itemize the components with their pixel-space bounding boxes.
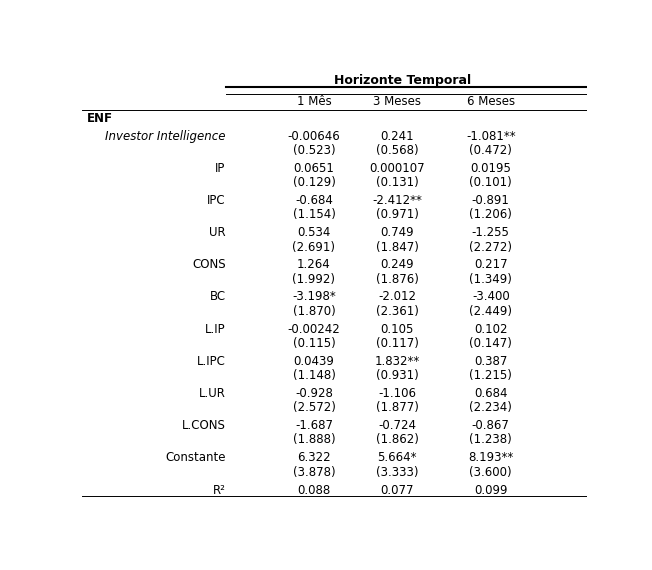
Text: (0.568): (0.568) [376, 144, 419, 157]
Text: 1 Mês: 1 Mês [297, 95, 331, 108]
Text: (2.572): (2.572) [293, 401, 335, 414]
Text: IP: IP [215, 162, 226, 175]
Text: (3.333): (3.333) [376, 466, 419, 478]
Text: L.CONS: L.CONS [182, 419, 226, 432]
Text: Investor Intelligence: Investor Intelligence [105, 130, 226, 142]
Text: L.UR: L.UR [199, 387, 226, 400]
Text: Horizonte Temporal: Horizonte Temporal [334, 74, 471, 87]
Text: -0.891: -0.891 [472, 194, 510, 207]
Text: 3 Meses: 3 Meses [374, 95, 421, 108]
Text: (0.101): (0.101) [469, 176, 512, 189]
Text: 1.832**: 1.832** [375, 355, 420, 368]
Text: -0.724: -0.724 [378, 419, 417, 432]
Text: 0.534: 0.534 [297, 226, 331, 239]
Text: -0.928: -0.928 [295, 387, 333, 400]
Text: (1.862): (1.862) [376, 433, 419, 446]
Text: 0.0195: 0.0195 [470, 162, 511, 175]
Text: -1.106: -1.106 [378, 387, 417, 400]
Text: BC: BC [209, 290, 226, 303]
Text: 0.088: 0.088 [297, 484, 331, 497]
Text: -0.00242: -0.00242 [288, 323, 340, 336]
Text: 0.387: 0.387 [474, 355, 507, 368]
Text: Constante: Constante [165, 451, 226, 464]
Text: (2.691): (2.691) [293, 241, 335, 254]
Text: (0.472): (0.472) [469, 144, 512, 157]
Text: ENF: ENF [87, 112, 113, 125]
Text: CONS: CONS [192, 258, 226, 271]
Text: 0.099: 0.099 [474, 484, 507, 497]
Text: -1.255: -1.255 [472, 226, 510, 239]
Text: (0.129): (0.129) [293, 176, 335, 189]
Text: (1.992): (1.992) [293, 272, 335, 286]
Text: L.IPC: L.IPC [197, 355, 226, 368]
Text: 6 Meses: 6 Meses [467, 95, 515, 108]
Text: (3.600): (3.600) [469, 466, 512, 478]
Text: 0.077: 0.077 [381, 484, 414, 497]
Text: -1.081**: -1.081** [466, 130, 516, 142]
Text: 0.684: 0.684 [474, 387, 507, 400]
Text: 8.193**: 8.193** [468, 451, 513, 464]
Text: 0.105: 0.105 [381, 323, 414, 336]
Text: (0.131): (0.131) [376, 176, 419, 189]
Text: -2.412**: -2.412** [372, 194, 422, 207]
Text: R²: R² [213, 484, 226, 497]
Text: 0.000107: 0.000107 [370, 162, 425, 175]
Text: (2.234): (2.234) [469, 401, 512, 414]
Text: (0.115): (0.115) [293, 337, 335, 350]
Text: -3.400: -3.400 [472, 290, 510, 303]
Text: -1.687: -1.687 [295, 419, 333, 432]
Text: 5.664*: 5.664* [378, 451, 417, 464]
Text: UR: UR [209, 226, 226, 239]
Text: 6.322: 6.322 [297, 451, 331, 464]
Text: (1.154): (1.154) [293, 209, 335, 221]
Text: (1.148): (1.148) [293, 369, 335, 382]
Text: 0.217: 0.217 [474, 258, 508, 271]
Text: IPC: IPC [207, 194, 226, 207]
Text: 0.241: 0.241 [381, 130, 414, 142]
Text: (0.147): (0.147) [469, 337, 512, 350]
Text: -0.684: -0.684 [295, 194, 333, 207]
Text: 0.0439: 0.0439 [293, 355, 334, 368]
Text: -0.00646: -0.00646 [288, 130, 340, 142]
Text: (0.971): (0.971) [376, 209, 419, 221]
Text: (1.206): (1.206) [469, 209, 512, 221]
Text: (3.878): (3.878) [293, 466, 335, 478]
Text: -2.012: -2.012 [378, 290, 417, 303]
Text: (0.117): (0.117) [376, 337, 419, 350]
Text: (1.238): (1.238) [469, 433, 512, 446]
Text: (1.847): (1.847) [376, 241, 419, 254]
Text: 0.0651: 0.0651 [293, 162, 334, 175]
Text: 0.749: 0.749 [381, 226, 414, 239]
Text: (2.361): (2.361) [376, 305, 419, 318]
Text: (1.870): (1.870) [293, 305, 335, 318]
Text: 0.249: 0.249 [381, 258, 414, 271]
Text: (0.931): (0.931) [376, 369, 419, 382]
Text: (1.876): (1.876) [376, 272, 419, 286]
Text: (1.349): (1.349) [469, 272, 512, 286]
Text: -0.867: -0.867 [472, 419, 510, 432]
Text: 1.264: 1.264 [297, 258, 331, 271]
Text: (0.523): (0.523) [293, 144, 335, 157]
Text: (2.449): (2.449) [469, 305, 512, 318]
Text: (1.888): (1.888) [293, 433, 335, 446]
Text: -3.198*: -3.198* [292, 290, 336, 303]
Text: (1.215): (1.215) [469, 369, 512, 382]
Text: L.IP: L.IP [205, 323, 226, 336]
Text: (2.272): (2.272) [469, 241, 512, 254]
Text: (1.877): (1.877) [376, 401, 419, 414]
Text: 0.102: 0.102 [474, 323, 507, 336]
